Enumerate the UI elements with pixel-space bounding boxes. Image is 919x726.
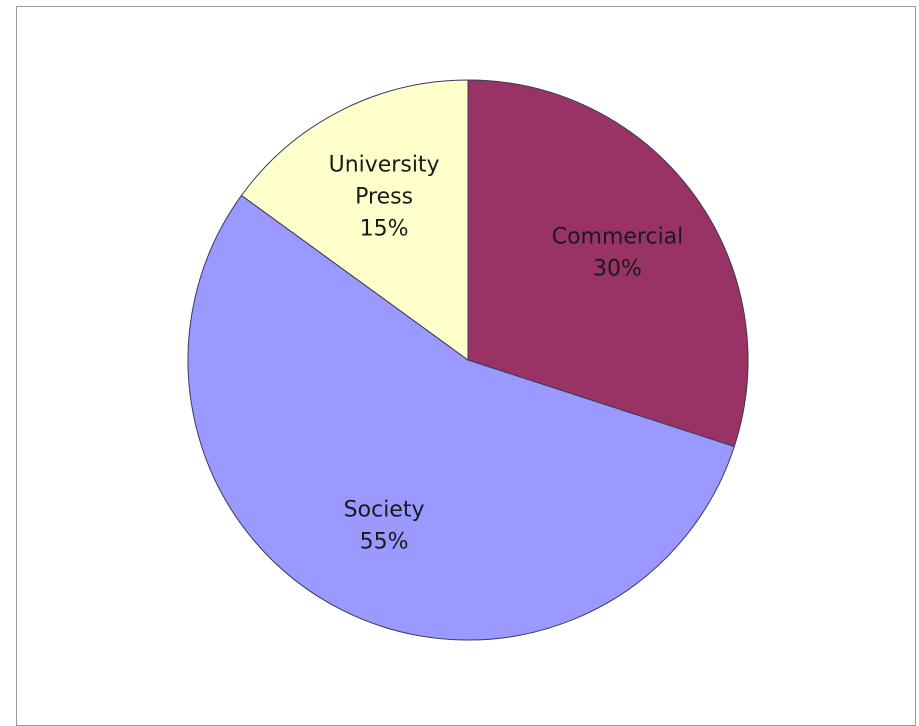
pie-slices [187,79,749,641]
pie-chart: Commercial 30% Society 55% University Press 15… [187,79,749,641]
pie-slice-commercial [467,79,749,448]
pie-label-value: 55% [360,530,409,555]
pie-slice-university-press [240,79,469,361]
pie-label-value: 15% [360,216,409,241]
pie-label-name: Society [344,498,425,523]
pie-label-name: Press [355,184,413,209]
pie-label-society: Society 55% [344,498,425,555]
pie-slice-society [187,194,735,641]
pie-labels: Commercial 30% Society 55% University Press 15… [329,152,684,554]
pie-label-name: Commercial [552,224,684,249]
pie-label-value: 30% [593,256,642,281]
pie-label-university-press: University Press 15% [329,152,440,241]
pie-label-commercial: Commercial 30% [552,224,684,281]
pie-label-name: University [329,152,440,177]
